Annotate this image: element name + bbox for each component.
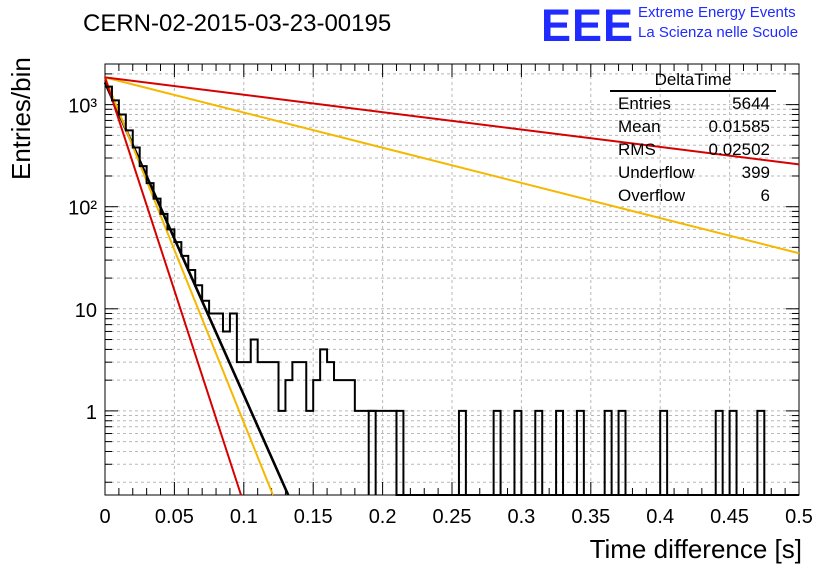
x-tick-label: 0.5: [785, 506, 813, 528]
x-tick-label: 0.4: [646, 506, 674, 528]
y-tick-labels: 1 10 10² 10³: [68, 96, 97, 424]
y-tick-label: 10²: [68, 198, 97, 220]
histogram-step: [105, 85, 799, 496]
x-tick-label: 0: [99, 506, 110, 528]
stats-label: RMS: [618, 140, 656, 159]
histogram-bin: [617, 409, 627, 495]
stats-value: 6: [760, 186, 770, 205]
stats-value: 399: [741, 163, 770, 182]
x-tick-label: 0.2: [369, 506, 397, 528]
histogram-bin: [395, 409, 405, 495]
y-tick-label: 10: [75, 300, 97, 322]
histogram-bin: [575, 409, 585, 495]
stats-box: DeltaTime Entries 5644 Mean 0.01585 RMS …: [610, 70, 776, 207]
stats-title: DeltaTime: [610, 70, 776, 92]
x-tick-label: 0.45: [710, 506, 749, 528]
histogram-bin: [513, 409, 523, 495]
stats-label: Entries: [618, 94, 671, 113]
histogram-bin: [367, 409, 377, 495]
grid-lines: [105, 64, 799, 495]
stats-label: Underflow: [618, 163, 695, 182]
stats-row-overflow: Overflow 6: [610, 184, 776, 207]
histogram-bin: [659, 409, 669, 495]
y-tick-label: 1: [86, 402, 97, 424]
y-tick-label: 10³: [68, 96, 97, 118]
x-tick-label: 0.25: [433, 506, 472, 528]
fit-line: [104, 76, 274, 496]
x-tick-label: 0.15: [294, 506, 333, 528]
x-tick-label: 0.35: [571, 506, 610, 528]
histogram-bin: [555, 409, 565, 495]
histogram-bin: [534, 409, 544, 495]
stats-label: Mean: [618, 117, 661, 136]
stats-value: 5644: [732, 94, 770, 113]
stats-label: Overflow: [618, 186, 686, 205]
logo-line-1: Extreme Energy Events: [638, 4, 796, 21]
stats-value: 0.01585: [708, 117, 770, 136]
x-tick-labels: 0 0.05 0.1 0.15 0.2 0.25 0.3 0.35 0.4 0.45 0.5: [99, 506, 812, 528]
fit-lines: [103, 76, 800, 496]
histogram-bin: [603, 409, 613, 495]
fit-line: [104, 76, 800, 166]
axis-ticks: [104, 64, 800, 495]
y-axis-label: Entries/bin: [6, 57, 36, 180]
stats-row-mean: Mean 0.01585: [610, 115, 776, 138]
stats-value: 0.02502: [708, 140, 770, 159]
histogram-bin: [457, 409, 467, 495]
x-tick-label: 0.05: [155, 506, 194, 528]
fit-line: [104, 76, 800, 255]
histogram-bin: [756, 409, 766, 495]
stats-row-rms: RMS 0.02502: [610, 138, 776, 161]
logo-line-2: La Scienza nelle Scuole: [638, 24, 799, 41]
x-tick-label: 0.3: [507, 506, 535, 528]
eee-logo: EEE: [541, 0, 635, 51]
stats-row-entries: Entries 5644: [610, 92, 776, 115]
stats-row-underflow: Underflow 399: [610, 161, 776, 184]
chart-title: CERN-02-2015-03-23-00195: [83, 10, 392, 37]
histogram-bin: [492, 409, 502, 495]
histogram-bin: [714, 409, 724, 495]
histogram-bin: [728, 409, 738, 495]
x-tick-label: 0.1: [230, 506, 258, 528]
x-axis-label: Time difference [s]: [589, 534, 802, 564]
histogram: [105, 85, 799, 496]
fit-line: [104, 77, 242, 496]
